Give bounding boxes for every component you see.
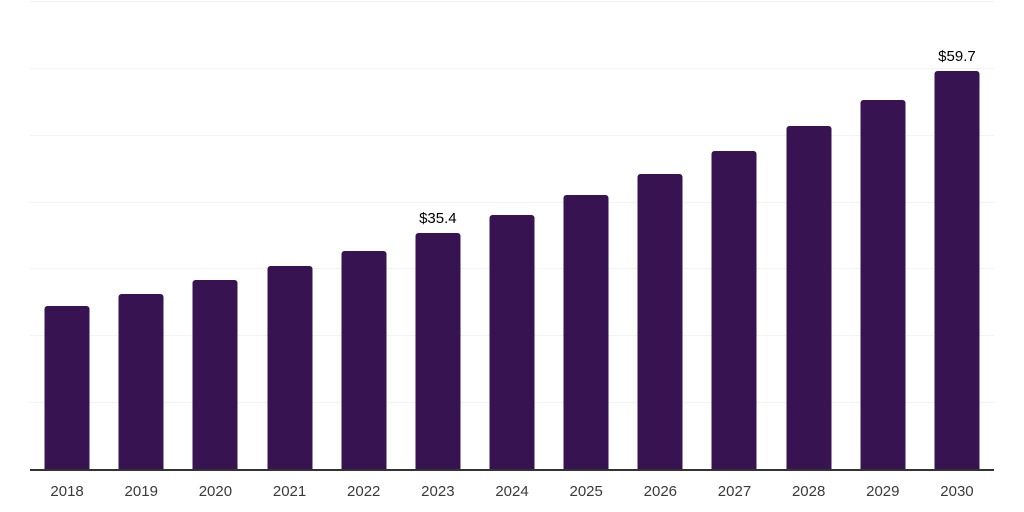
bar: [44, 305, 90, 470]
bar: [192, 280, 238, 470]
gridline: [30, 134, 994, 136]
bar: [341, 250, 387, 470]
bar-slot: [252, 2, 326, 470]
bar-slot: [178, 2, 252, 470]
x-tick-label: 2022: [347, 483, 381, 500]
x-axis-labels: 2018 2019 2020 2021 2022 2023 2024 2025 2026 2027…: [30, 482, 994, 502]
bar-slot: [549, 2, 623, 470]
x-tick-label: 2019: [124, 483, 158, 500]
plot-area: $35.4 $59.7: [30, 1, 994, 471]
bar: [711, 151, 757, 470]
bar-value-label: $35.4: [419, 210, 457, 228]
bar: [267, 266, 313, 470]
bar: [118, 293, 164, 470]
bar: [860, 99, 906, 470]
x-tick-label: 2029: [866, 483, 900, 500]
bar-slot: [104, 2, 178, 470]
x-tick-label: 2030: [940, 483, 974, 500]
x-tick-label: 2027: [717, 483, 752, 500]
x-tick-label: 2018: [50, 483, 84, 500]
bar-slot: [475, 2, 549, 470]
bar-slot: [623, 2, 697, 470]
bars-row: $35.4 $59.7: [30, 2, 994, 470]
bar: [489, 215, 535, 470]
x-tick-label: 2024: [495, 483, 529, 500]
gridline: [30, 201, 994, 203]
bar-slot: $35.4: [401, 2, 475, 470]
bar: [563, 195, 609, 470]
gridline: [30, 67, 994, 69]
x-tick-label: 2020: [198, 483, 233, 500]
x-tick-label: 2025: [569, 483, 603, 500]
bar: [786, 126, 832, 470]
gridline: [30, 1, 994, 2]
bar-slot: $59.7: [920, 2, 994, 470]
x-tick-label: 2021: [272, 483, 307, 500]
bar-value-label: $59.7: [938, 47, 976, 65]
bar-slot: [30, 2, 104, 470]
bar-slot: [327, 2, 401, 470]
bar-slot: [772, 2, 846, 470]
bar: [415, 233, 461, 470]
bar-slot: [697, 2, 771, 470]
x-tick-label: 2026: [643, 483, 678, 500]
bar: [637, 173, 683, 470]
x-tick-label: 2028: [791, 483, 826, 500]
bar-slot: [846, 2, 920, 470]
bar: [934, 70, 980, 470]
x-tick-label: 2023: [421, 483, 455, 500]
x-axis-line: [30, 469, 994, 471]
